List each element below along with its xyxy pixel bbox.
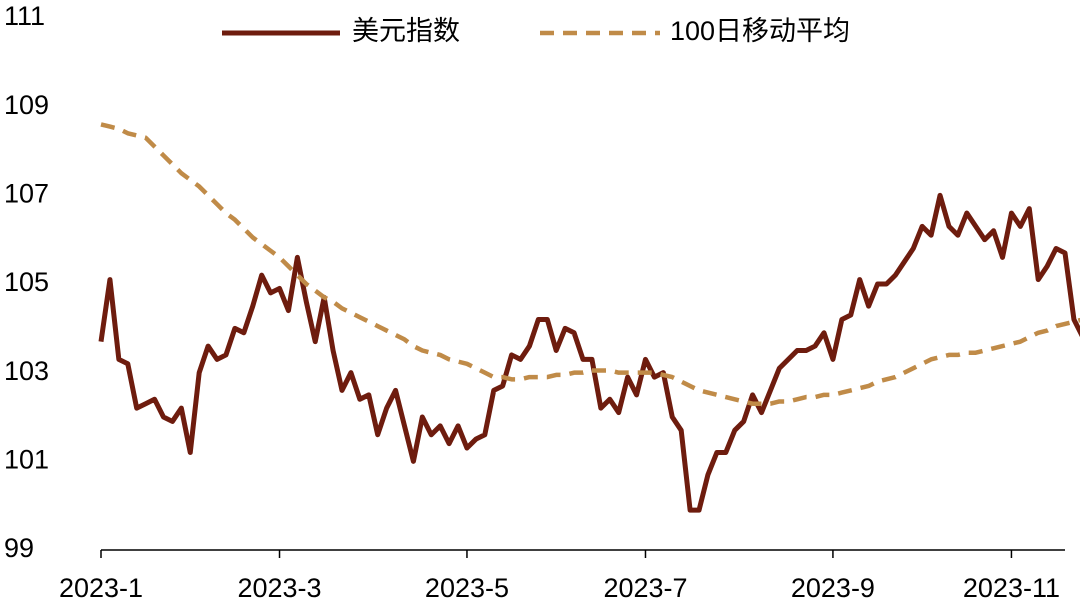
y-tick-label: 99: [4, 533, 34, 563]
x-tick-label: 2023-11: [963, 573, 1060, 603]
y-tick-label: 109: [4, 90, 49, 120]
series-line: [98, 192, 1080, 513]
x-tick-label: 2023-5: [425, 573, 509, 603]
y-tick-label: 101: [4, 444, 49, 474]
y-tick-label: 105: [4, 267, 49, 297]
legend-label: 100日移动平均: [670, 16, 850, 46]
x-tick-label: 2023-9: [791, 573, 875, 603]
x-tick-label: 2023-7: [603, 573, 687, 603]
x-tick-label: 2023-1: [59, 573, 143, 603]
series-line: [100, 122, 1080, 406]
y-tick-label: 111: [4, 1, 45, 31]
y-tick-label: 107: [4, 178, 49, 208]
legend-label: 美元指数: [352, 16, 460, 46]
x-tick-label: 2023-3: [237, 573, 321, 603]
y-tick-label: 103: [4, 356, 49, 386]
